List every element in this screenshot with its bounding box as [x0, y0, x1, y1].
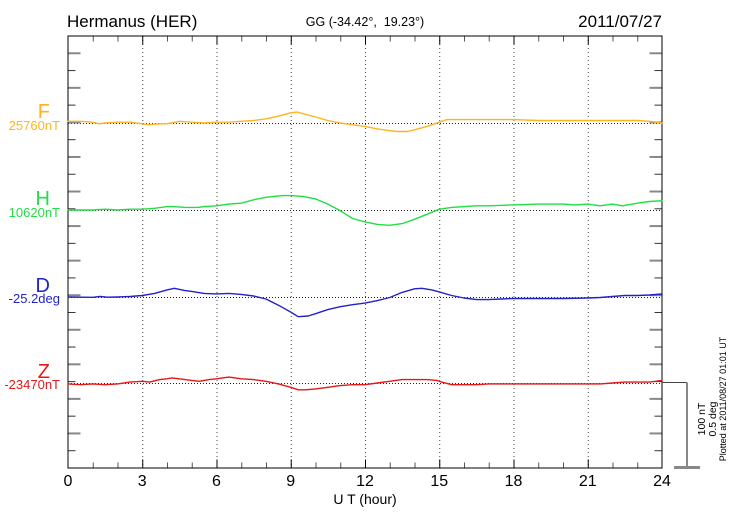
trace-letter-D: D [35, 275, 50, 297]
plot-date: 2011/07/27 [578, 12, 662, 31]
x-axis-label-21: 21 [578, 473, 597, 490]
trace-letter-F: F [37, 101, 50, 123]
x-axis-label-15: 15 [430, 473, 449, 490]
curve-Z [67, 376, 663, 391]
station-title: Hermanus (HER) [67, 12, 198, 31]
geographic-coordinates: GG (-34.42°, 19.23°) [305, 15, 425, 29]
curve-F [67, 111, 663, 133]
x-axis-label-12: 12 [356, 473, 374, 490]
x-axis-label-6: 6 [212, 473, 221, 490]
trace-baseline-value-Z: -23470nT [4, 377, 60, 392]
curve-H [67, 194, 663, 227]
curve-D [67, 287, 663, 318]
x-axis-title: U T (hour) [333, 491, 397, 507]
plot-border [67, 35, 663, 469]
x-axis-label-0: 0 [63, 473, 73, 490]
trace-baseline-value-D: -25.2deg [8, 291, 60, 306]
plotted-at-note: Plotted at 2011/08/27 01:01 UT [718, 336, 728, 462]
x-axis-label-24: 24 [653, 473, 671, 490]
trace-letter-Z: Z [37, 361, 50, 383]
x-axis-label-3: 3 [137, 473, 147, 490]
trace-baseline-value-H: 10620nT [8, 205, 60, 220]
trace-letter-H: H [35, 188, 50, 210]
scale-bar-labels: 100 nT 0.5 deg [696, 401, 719, 436]
x-axis-label-18: 18 [504, 473, 523, 490]
x-axis-label-9: 9 [286, 473, 296, 490]
trace-baseline-value-F: 25760nT [8, 118, 60, 133]
